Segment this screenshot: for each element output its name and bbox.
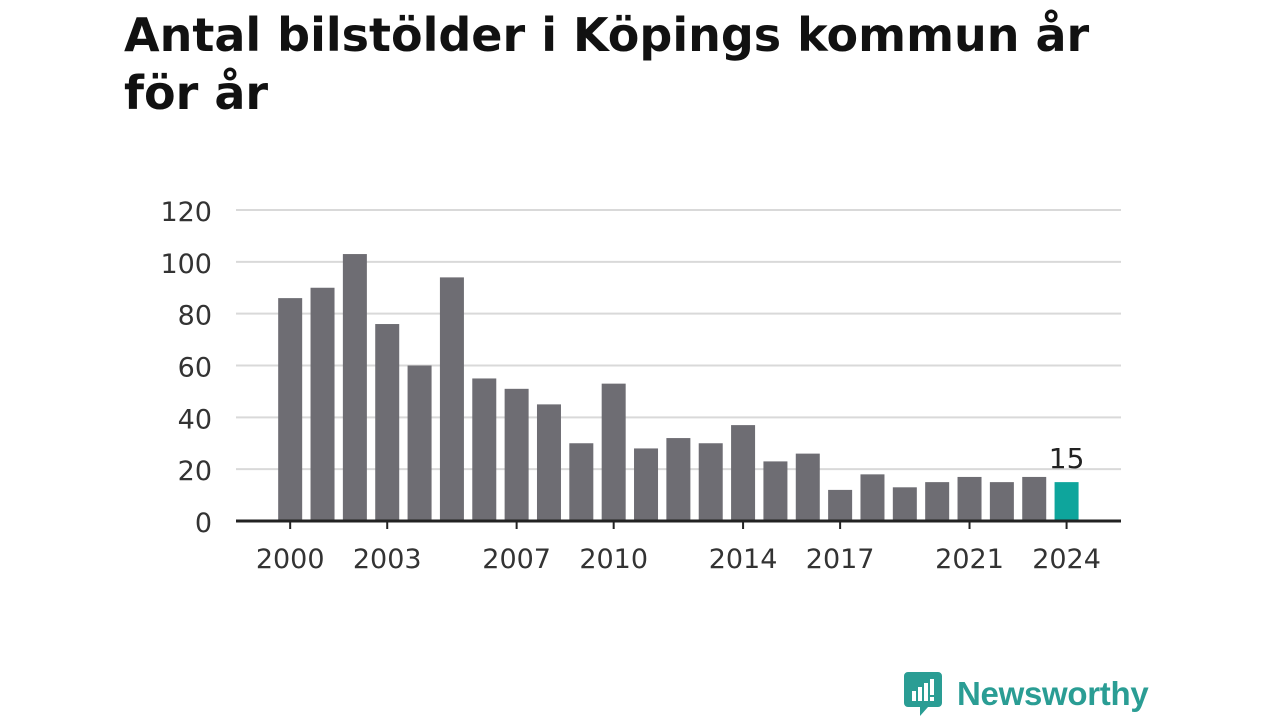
bar-2020 (925, 482, 950, 521)
logo-bar-4 (930, 679, 934, 695)
bar-2008 (536, 404, 561, 521)
bar-2006 (472, 378, 497, 521)
bar-2007 (504, 388, 529, 521)
y-tick-label: 40 (178, 404, 212, 435)
bar-2013 (698, 443, 723, 521)
bar-2014 (731, 425, 756, 521)
bar-2001 (310, 287, 335, 521)
logo-bar-3 (924, 683, 928, 701)
bar-2019 (892, 487, 917, 521)
chart-title: Antal bilstölder i Köpings kommun år för… (124, 8, 1090, 120)
data-labels: 15 (1049, 442, 1085, 475)
bar-2021 (957, 476, 982, 521)
newsworthy-logo-icon (904, 672, 942, 716)
bar-2012 (666, 438, 691, 521)
bar-2016 (795, 453, 820, 521)
bar-2015 (763, 461, 788, 521)
bar-2010 (601, 383, 626, 521)
y-tick-label: 20 (178, 456, 212, 487)
y-tick-label: 100 (160, 249, 212, 280)
bar-2003 (375, 324, 400, 521)
bar-2009 (569, 443, 594, 521)
x-tick-label: 2017 (806, 544, 875, 575)
bar-2002 (342, 254, 367, 521)
y-tick-label: 0 (195, 508, 212, 539)
bar-2005 (439, 277, 464, 521)
bar-2004 (407, 365, 432, 521)
logo-dot (930, 697, 934, 701)
x-tick-label: 2007 (482, 544, 551, 575)
y-tick-label: 60 (178, 353, 212, 384)
x-tick-label: 2014 (709, 544, 778, 575)
bar-2000 (278, 298, 303, 521)
y-tick-label: 120 (160, 197, 212, 228)
x-tick-label: 2021 (935, 544, 1004, 575)
bar-2023 (1022, 476, 1047, 521)
data-label: 15 (1049, 442, 1085, 475)
bar-2011 (634, 448, 659, 521)
x-tick-label: 2024 (1032, 544, 1101, 575)
logo-bubble-shape (904, 672, 942, 716)
newsworthy-logo-text: Newsworthy (957, 675, 1149, 712)
x-axis-tick-labels: 2000 2003 2007 2010 2014 2017 2021 2024 (256, 544, 1101, 575)
x-tick-label: 2003 (353, 544, 422, 575)
bars (278, 254, 1079, 521)
gridlines (236, 209, 1121, 471)
bar-2018 (860, 474, 885, 521)
x-tick-label: 2010 (579, 544, 648, 575)
y-axis-tick-labels: 0 20 40 60 80 100 120 (160, 197, 212, 539)
bar-2017 (828, 489, 853, 521)
x-tick-label: 2000 (256, 544, 325, 575)
y-tick-label: 80 (178, 301, 212, 332)
logo-bar-2 (918, 687, 922, 701)
logo-bar-1 (912, 691, 916, 701)
newsworthy-logo: Newsworthy (903, 670, 1149, 718)
bar-2024 (1054, 482, 1079, 521)
bar-2022 (989, 482, 1014, 521)
x-axis (236, 519, 1121, 529)
